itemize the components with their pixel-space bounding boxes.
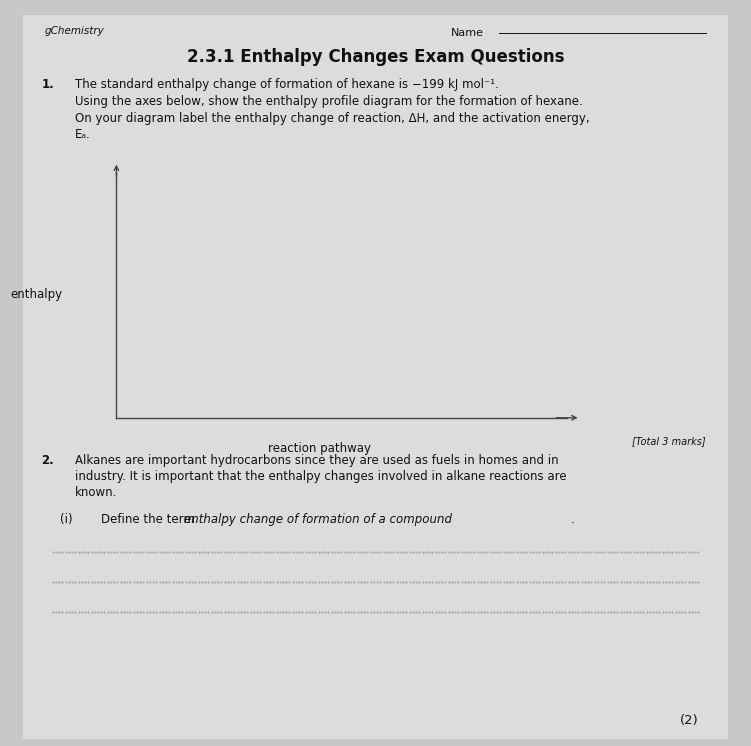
- FancyBboxPatch shape: [23, 15, 728, 739]
- Text: industry. It is important that the enthalpy changes involved in alkane reactions: industry. It is important that the entha…: [75, 470, 567, 483]
- Text: Eₐ.: Eₐ.: [75, 128, 91, 140]
- Text: gChemistry: gChemistry: [45, 26, 105, 36]
- Text: (2): (2): [680, 715, 698, 727]
- Text: enthalpy: enthalpy: [11, 288, 62, 301]
- Text: 1.: 1.: [41, 78, 54, 91]
- Text: Alkanes are important hydrocarbons since they are used as fuels in homes and in: Alkanes are important hydrocarbons since…: [75, 454, 559, 466]
- Text: 2.: 2.: [41, 454, 54, 466]
- Text: On your diagram label the enthalpy change of reaction, ΔH, and the activation en: On your diagram label the enthalpy chang…: [75, 112, 590, 125]
- Text: enthalpy change of formation of a compound: enthalpy change of formation of a compou…: [184, 513, 452, 526]
- Text: Using the axes below, show the enthalpy profile diagram for the formation of hex: Using the axes below, show the enthalpy …: [75, 95, 583, 108]
- Text: [Total 3 marks]: [Total 3 marks]: [632, 436, 706, 446]
- Text: .: .: [571, 513, 575, 526]
- Text: The standard enthalpy change of formation of hexane is −199 kJ mol⁻¹.: The standard enthalpy change of formatio…: [75, 78, 499, 91]
- Text: Name: Name: [451, 28, 484, 38]
- Text: known.: known.: [75, 486, 117, 499]
- Text: (i): (i): [60, 513, 73, 526]
- Text: reaction pathway: reaction pathway: [267, 442, 371, 455]
- Text: 2.3.1 Enthalpy Changes Exam Questions: 2.3.1 Enthalpy Changes Exam Questions: [187, 48, 564, 66]
- Text: Define the term: Define the term: [101, 513, 199, 526]
